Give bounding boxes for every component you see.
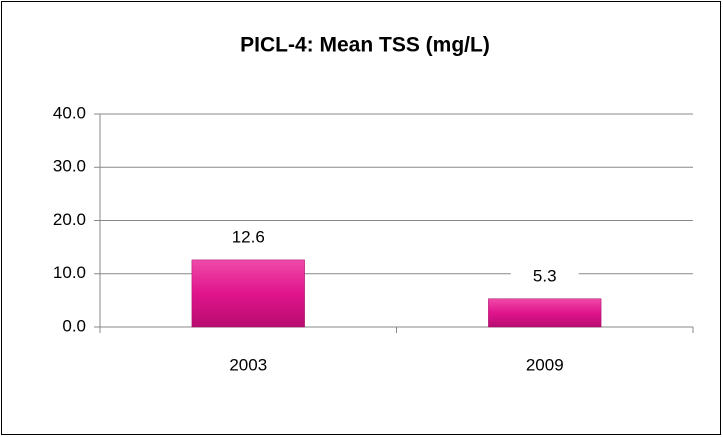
data-label-bg [214,225,283,250]
chart-title: PICL-4: Mean TSS (mg/L) [240,34,490,57]
y-tick-label: 0.0 [62,316,86,335]
bar [191,259,305,328]
x-tick-label: 2009 [526,355,564,374]
data-label: 5.3 [533,266,557,285]
y-tick-label: 20.0 [53,210,86,229]
y-tick-label: 10.0 [53,263,86,282]
y-tick-label: 30.0 [53,157,86,176]
y-tick-label: 40.0 [53,103,86,122]
data-label: 12.6 [232,227,265,246]
x-tick-label: 2003 [229,355,267,374]
bar [488,298,602,328]
data-label-bg [510,264,579,289]
